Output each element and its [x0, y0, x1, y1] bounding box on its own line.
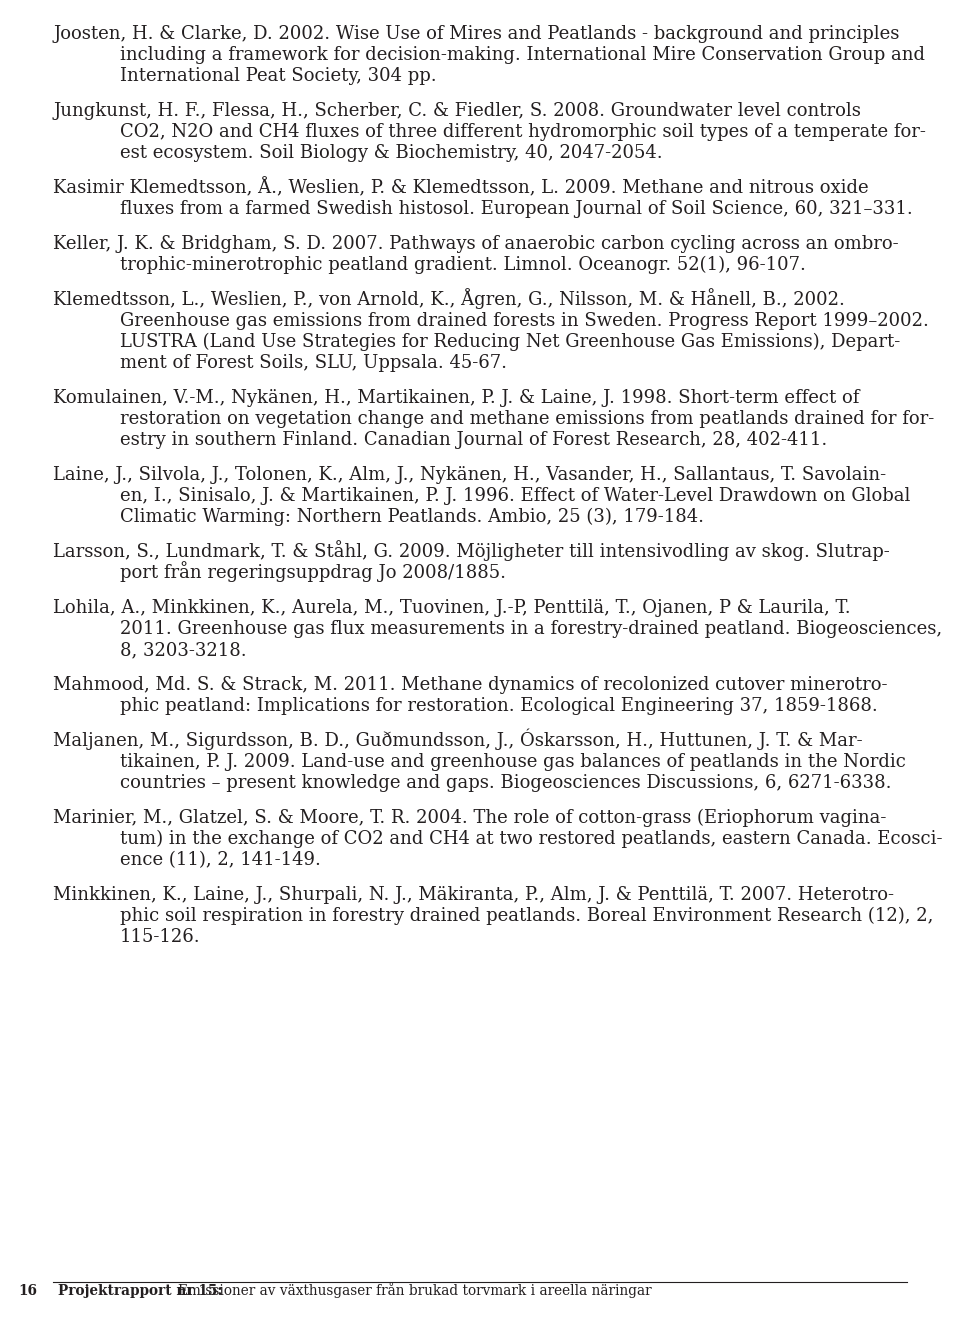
Text: 16: 16 [18, 1284, 37, 1299]
Text: trophic-minerotrophic peatland gradient. Limnol. Oceanogr. 52(1), 96-107.: trophic-minerotrophic peatland gradient.… [120, 256, 805, 273]
Text: LUSTRA (Land Use Strategies for Reducing Net Greenhouse Gas Emissions), Depart-: LUSTRA (Land Use Strategies for Reducing… [120, 333, 900, 351]
Text: including a framework for decision-making. International Mire Conservation Group: including a framework for decision-makin… [120, 46, 925, 63]
Text: Jungkunst, H. F., Flessa, H., Scherber, C. & Fiedler, S. 2008. Groundwater level: Jungkunst, H. F., Flessa, H., Scherber, … [53, 102, 861, 120]
Text: phic soil respiration in forestry drained peatlands. Boreal Environment Research: phic soil respiration in forestry draine… [120, 906, 933, 925]
Text: tikainen, P. J. 2009. Land-use and greenhouse gas balances of peatlands in the N: tikainen, P. J. 2009. Land-use and green… [120, 753, 906, 771]
Text: restoration on vegetation change and methane emissions from peatlands drained fo: restoration on vegetation change and met… [120, 410, 934, 428]
Text: Lohila, A., Minkkinen, K., Aurela, M., Tuovinen, J.-P, Penttilä, T., Ojanen, P &: Lohila, A., Minkkinen, K., Aurela, M., T… [53, 598, 851, 617]
Text: Greenhouse gas emissions from drained forests in Sweden. Progress Report 1999–20: Greenhouse gas emissions from drained fo… [120, 312, 929, 330]
Text: Joosten, H. & Clarke, D. 2002. Wise Use of Mires and Peatlands - background and : Joosten, H. & Clarke, D. 2002. Wise Use … [53, 25, 900, 44]
Text: 8, 3203-3218.: 8, 3203-3218. [120, 641, 247, 659]
Text: 2011. Greenhouse gas flux measurements in a forestry-drained peatland. Biogeosci: 2011. Greenhouse gas flux measurements i… [120, 620, 942, 638]
Text: Mahmood, Md. S. & Strack, M. 2011. Methane dynamics of recolonized cutover miner: Mahmood, Md. S. & Strack, M. 2011. Metha… [53, 676, 887, 694]
Text: CO2, N2O and CH4 fluxes of three different hydromorphic soil types of a temperat: CO2, N2O and CH4 fluxes of three differe… [120, 123, 925, 141]
Text: ence (11), 2, 141-149.: ence (11), 2, 141-149. [120, 851, 321, 869]
Text: Emissioner av växthusgaser från brukad torvmark i areella näringar: Emissioner av växthusgaser från brukad t… [178, 1283, 652, 1299]
Text: 115-126.: 115-126. [120, 927, 201, 946]
Text: Klemedtsson, L., Weslien, P., von Arnold, K., Ågren, G., Nilsson, M. & Hånell, B: Klemedtsson, L., Weslien, P., von Arnold… [53, 288, 845, 309]
Text: Kasimir Klemedtsson, Å., Weslien, P. & Klemedtsson, L. 2009. Methane and nitrous: Kasimir Klemedtsson, Å., Weslien, P. & K… [53, 177, 869, 197]
Text: tum) in the exchange of CO2 and CH4 at two restored peatlands, eastern Canada. E: tum) in the exchange of CO2 and CH4 at t… [120, 830, 943, 848]
Text: Laine, J., Silvola, J., Tolonen, K., Alm, J., Nykänen, H., Vasander, H., Sallant: Laine, J., Silvola, J., Tolonen, K., Alm… [53, 466, 886, 483]
Text: Climatic Warming: Northern Peatlands. Ambio, 25 (3), 179-184.: Climatic Warming: Northern Peatlands. Am… [120, 507, 704, 526]
Text: Minkkinen, K., Laine, J., Shurpali, N. J., Mäkiranta, P., Alm, J. & Penttilä, T.: Minkkinen, K., Laine, J., Shurpali, N. J… [53, 886, 894, 904]
Text: Marinier, M., Glatzel, S. & Moore, T. R. 2004. The role of cotton-grass (Eriopho: Marinier, M., Glatzel, S. & Moore, T. R.… [53, 808, 886, 827]
Text: fluxes from a farmed Swedish histosol. European Journal of Soil Science, 60, 321: fluxes from a farmed Swedish histosol. E… [120, 199, 913, 218]
Text: est ecosystem. Soil Biology & Biochemistry, 40, 2047-2054.: est ecosystem. Soil Biology & Biochemist… [120, 144, 662, 162]
Text: Komulainen, V.-M., Nykänen, H., Martikainen, P. J. & Laine, J. 1998. Short-term : Komulainen, V.-M., Nykänen, H., Martikai… [53, 388, 859, 407]
Text: estry in southern Finland. Canadian Journal of Forest Research, 28, 402-411.: estry in southern Finland. Canadian Jour… [120, 431, 828, 449]
Text: Maljanen, M., Sigurdsson, B. D., Guðmundsson, J., Óskarsson, H., Huttunen, J. T.: Maljanen, M., Sigurdsson, B. D., Guðmund… [53, 728, 863, 750]
Text: Keller, J. K. & Bridgham, S. D. 2007. Pathways of anaerobic carbon cycling acros: Keller, J. K. & Bridgham, S. D. 2007. Pa… [53, 235, 899, 254]
Text: Larsson, S., Lundmark, T. & Ståhl, G. 2009. Möjligheter till intensivodling av s: Larsson, S., Lundmark, T. & Ståhl, G. 20… [53, 540, 890, 561]
Text: Projektrapport nr 15:: Projektrapport nr 15: [58, 1284, 223, 1299]
Text: en, I., Sinisalo, J. & Martikainen, P. J. 1996. Effect of Water-Level Drawdown o: en, I., Sinisalo, J. & Martikainen, P. J… [120, 487, 910, 505]
Text: countries – present knowledge and gaps. Biogeosciences Discussions, 6, 6271-6338: countries – present knowledge and gaps. … [120, 774, 892, 793]
Text: phic peatland: Implications for restoration. Ecological Engineering 37, 1859-186: phic peatland: Implications for restorat… [120, 697, 877, 715]
Text: ment of Forest Soils, SLU, Uppsala. 45-67.: ment of Forest Soils, SLU, Uppsala. 45-6… [120, 354, 507, 373]
Text: International Peat Society, 304 pp.: International Peat Society, 304 pp. [120, 67, 437, 85]
Text: port från regeringsuppdrag Jo 2008/1885.: port från regeringsuppdrag Jo 2008/1885. [120, 561, 506, 583]
